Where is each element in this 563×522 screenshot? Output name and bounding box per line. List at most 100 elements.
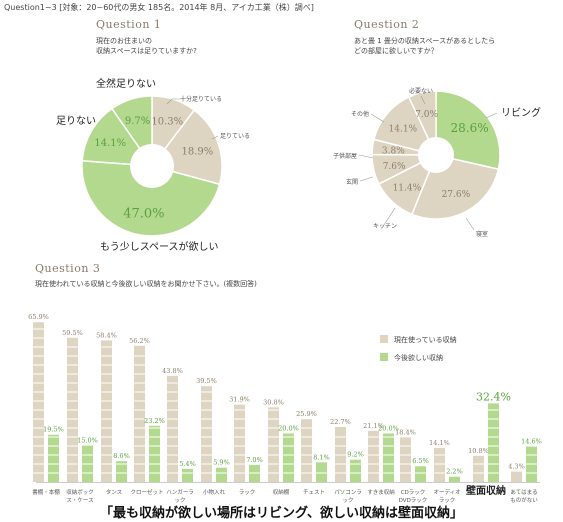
pie-value-label: 10.3% — [151, 116, 183, 127]
bar-value-label: 22.7% — [330, 418, 351, 426]
x-tick-label: タンス — [106, 488, 122, 496]
bar-value-label: 8.1% — [313, 453, 330, 461]
x-tick-label: クローゼット — [130, 488, 163, 496]
bar-value-label: 19.5% — [43, 426, 64, 434]
x-tick-label: ス・ケース — [66, 497, 93, 504]
bar-value-label: 25.9% — [296, 410, 317, 418]
bar-value-label: 23.2% — [144, 417, 165, 425]
q1-question-line: 現在のお住まいの — [96, 37, 152, 45]
legend-label: 今後欲しい収納 — [394, 353, 443, 362]
bar — [216, 467, 227, 482]
bar-value-label: 21.1% — [363, 422, 384, 430]
bar — [301, 419, 312, 482]
q1-question-line: 収納スペースは足りていますか? — [96, 47, 197, 55]
pie-value-label: 14.1% — [94, 138, 126, 149]
legend-swatch — [380, 353, 388, 361]
bar-value-label: 9.2% — [347, 451, 364, 459]
x-tick-label: パソコンラ — [334, 489, 362, 496]
x-tick-label: ハンガーラ — [166, 488, 194, 496]
pie-category-label: その他 — [351, 110, 369, 118]
bar — [268, 407, 279, 482]
bar-value-label: 30.8% — [263, 398, 284, 406]
bar — [116, 461, 127, 482]
leader-line — [383, 207, 396, 226]
pie-chart-q1: 10.3% 18.9% 47.0% 14.1% 9.7% 十分足りている足りているもう少し… — [56, 77, 250, 253]
leader-line — [359, 176, 374, 182]
pie-value-label: 18.9% — [182, 146, 214, 157]
q3-title: Question 3 — [35, 262, 101, 275]
bar — [316, 462, 327, 482]
x-tick-label: ラック — [439, 497, 456, 504]
pie-slice — [373, 96, 438, 157]
x-tick-label: すきま収納 — [367, 488, 395, 496]
bar — [249, 465, 260, 482]
bar-value-label: 5.4% — [179, 460, 196, 468]
pie-value-label: 3.8% — [382, 147, 405, 157]
x-tick-label: 壁面収納 — [466, 484, 506, 497]
bar — [234, 404, 245, 482]
x-tick-label: ック — [342, 497, 353, 504]
bar — [283, 433, 294, 482]
legend-swatch — [380, 335, 388, 343]
bar-value-label: 20.0% — [278, 425, 299, 433]
bar-value-label: 56.2% — [129, 337, 150, 345]
pie-category-label: 寝室 — [476, 230, 488, 238]
source-header: Question1~3 [対象：20~60代の男女 185名。2014年 8月、… — [4, 3, 314, 12]
bar-value-label: 14.6% — [521, 438, 542, 446]
bar-value-label: 39.5% — [196, 377, 217, 385]
pie-value-label: 14.1% — [389, 125, 418, 135]
bar-value-label: 6.5% — [412, 457, 429, 465]
bar — [149, 425, 160, 482]
bar — [383, 433, 394, 482]
pie-category-label: 足りない — [56, 115, 96, 127]
x-tick-label: ラック — [239, 489, 256, 496]
legend-label: 現在使っている収納 — [394, 335, 457, 344]
bar-value-label: 8.6% — [113, 452, 130, 460]
bar-value-label: 31.9% — [229, 396, 250, 404]
leader-line — [370, 113, 385, 123]
pie-value-label: 28.6% — [451, 121, 489, 135]
x-tick-label: チェスト — [303, 489, 325, 496]
conclusion-caption: 「最も収納が欲しい場所はリビング、欲しい収納は壁面収納」 — [99, 506, 464, 521]
x-tick-label: 収納棚 — [273, 488, 290, 496]
q3-question: 現在使われている収納と今後欲しい収納をお聞かせ下さい。(複数回答) — [35, 280, 257, 288]
bar — [368, 430, 379, 482]
pie-center-hole — [418, 137, 454, 173]
x-tick-label: あてはまる — [510, 489, 537, 496]
bar-value-label: 10.8% — [468, 447, 489, 455]
q2-question-line: どの部屋に欲しいですか？ — [354, 47, 438, 55]
bar — [167, 375, 178, 482]
pie-category-label: 子供部屋 — [333, 152, 357, 160]
pie-category-label: 玄関 — [346, 178, 358, 186]
leader-line — [420, 95, 426, 105]
pie-category-label: キッチン — [373, 223, 397, 230]
x-tick-label: DVDラック — [399, 497, 428, 504]
bar — [101, 340, 112, 482]
pie-center-hole — [130, 144, 174, 188]
q2-title: Question 2 — [354, 18, 420, 31]
q1-title: Question 1 — [96, 18, 162, 31]
bar-value-label: 59.5% — [62, 329, 83, 337]
x-tick-label: 小物入れ — [203, 488, 226, 496]
bar-value-label: 18.4% — [395, 428, 416, 436]
x-tick-label: CDラック — [401, 489, 426, 496]
bar-value-label: 14.1% — [429, 439, 450, 447]
bar-value-label: 65.9% — [28, 313, 49, 321]
bar-value-label: 32.4% — [476, 390, 511, 403]
bar-value-label: 4.3% — [508, 463, 525, 471]
leader-line — [465, 217, 475, 231]
bar-value-label: 43.8% — [162, 367, 183, 375]
bar — [48, 434, 59, 482]
x-tick-label: オーディオ — [433, 488, 460, 496]
pie-value-label: 47.0% — [123, 206, 164, 221]
bar-value-label: 15.0% — [77, 437, 98, 445]
bar-value-label: 20.0% — [378, 425, 399, 433]
leader-line — [166, 98, 180, 105]
bar — [134, 345, 145, 482]
pie-value-label: 9.7% — [125, 116, 150, 127]
bar — [434, 447, 445, 482]
pie-category-label: リビング — [501, 106, 541, 119]
bar — [488, 403, 499, 482]
